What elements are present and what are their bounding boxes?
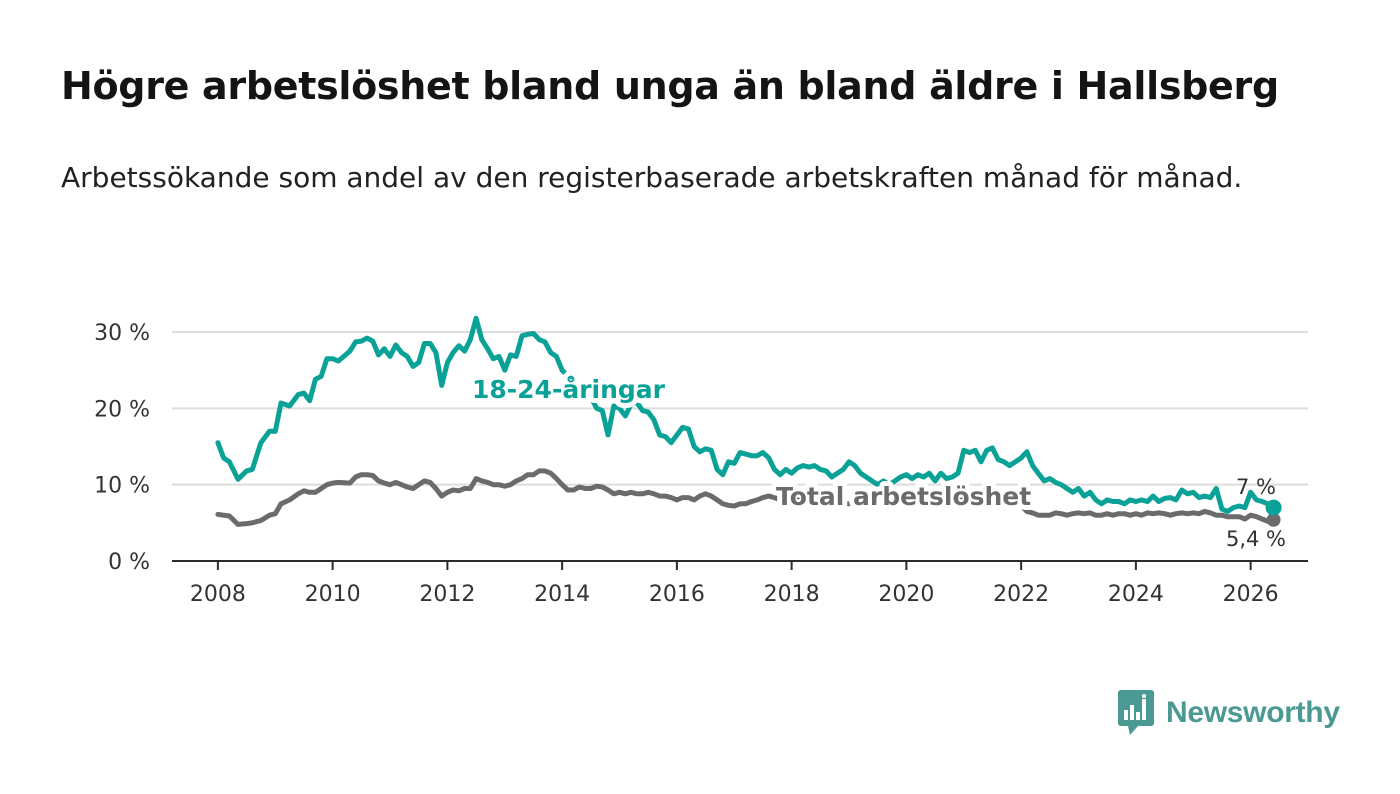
x-tick-label: 2010 [305,582,361,607]
y-tick-label: 20 % [94,397,150,422]
x-tick-label: 2016 [649,582,705,607]
x-tick-label: 2026 [1223,582,1279,607]
axes: 0 % 10 % 20 % 30 % 2008 2010 2012 2014 2016 2018 2… [94,321,1308,607]
y-tick-label: 0 % [108,550,150,575]
series-label-total-halo: Total arbetslöshet [776,482,1031,511]
x-tick-label: 2008 [190,582,246,607]
grid-lines [172,331,1308,486]
y-tick-label: 10 % [94,474,150,499]
x-tick-label: 2024 [1108,582,1164,607]
newsworthy-brand[interactable]: Newsworthy [1118,690,1340,736]
chart-title: Högre arbetslöshet bland unga än bland ä… [61,64,1279,108]
series-lines [215,315,1282,527]
series-labels: 7 %5,4 %18-24-åringar18-24-åringarTotal … [467,370,1286,551]
brand-name: Newsworthy [1166,696,1340,729]
series-label-total: Total arbetslöshet [776,482,1031,511]
end-label-total: 5,4 % [1226,527,1286,551]
x-tick-label: 2012 [419,582,475,607]
series-endpoint-youth [1265,499,1282,516]
series-label-youth-halo: 18-24-åringar [472,375,666,404]
x-tick-label: 2022 [993,582,1049,607]
chart-subtitle: Arbetssökande som andel av den registerb… [61,161,1243,194]
end-label-youth: 7 % [1236,475,1276,499]
y-tick-label: 30 % [94,321,150,346]
series-line-total [215,468,1277,527]
series-label-youth: 18-24-åringar [472,375,666,404]
series-line-youth [215,315,1277,514]
x-tick-label: 2014 [534,582,590,607]
newsworthy-logo-icon [1118,690,1154,735]
x-tick-label: 2018 [764,582,820,607]
x-tick-label: 2020 [878,582,934,607]
series-endpoint-total [1266,512,1281,527]
